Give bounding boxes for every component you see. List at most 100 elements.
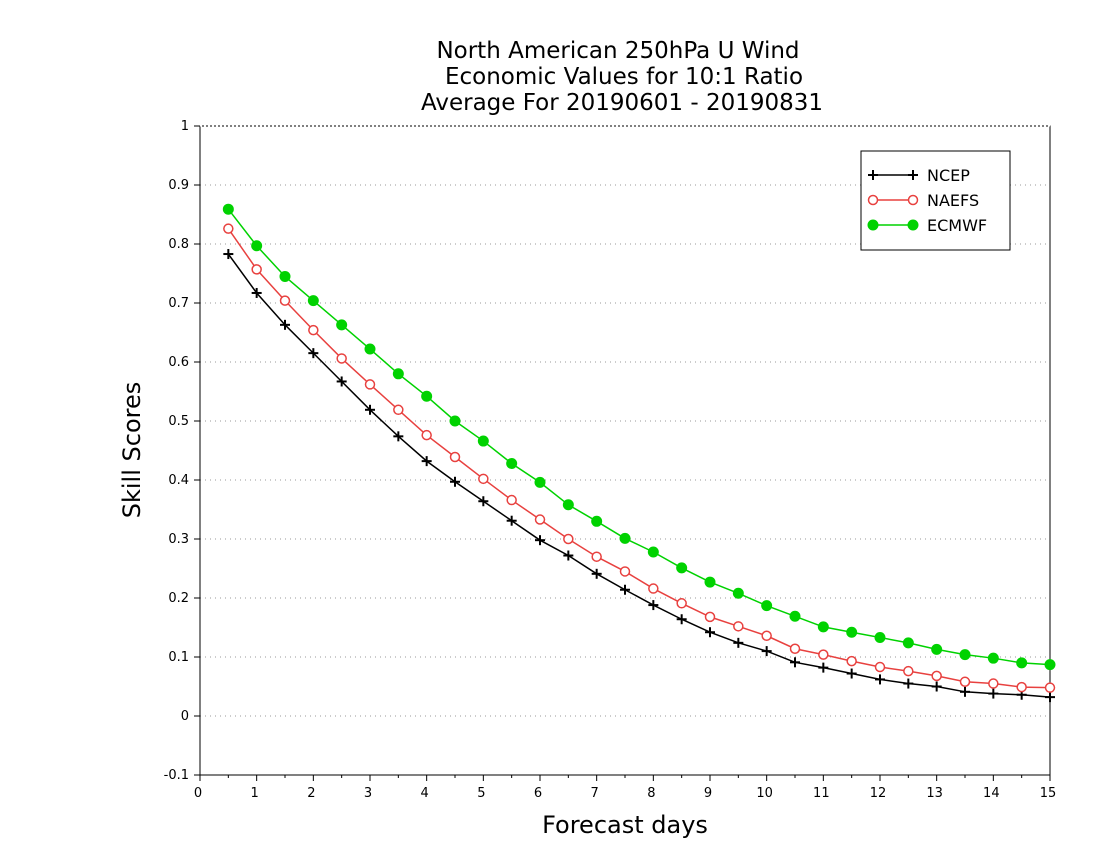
data-point-ecmwf [817,621,829,633]
legend-marker [867,219,879,231]
x-tick-label: 3 [364,786,372,801]
legend-entry-ecmwf: ECMWF [867,216,987,235]
data-point-ecmwf [336,319,348,331]
legend-label: NCEP [927,166,970,185]
data-point-ecmwf [789,610,801,622]
series-line-naefs [227,228,1051,689]
data-point-naefs [619,566,631,577]
data-point-naefs [506,494,517,506]
data-point-naefs [874,661,886,673]
x-tick-label: 2 [307,786,315,801]
data-point-naefs [364,379,376,390]
data-point-naefs [279,295,291,306]
y-tick-label: 0.6 [168,355,189,370]
data-point-ecmwf [761,600,773,612]
data-point-ncep [280,319,290,330]
legend-entry-naefs: NAEFS [867,191,979,210]
data-point-ncep [818,662,829,673]
data-point-naefs [761,630,772,642]
title-line-1: North American 250hPa U Wind [436,38,799,64]
data-point-naefs [251,264,262,275]
data-point-naefs [676,598,687,609]
data-point-naefs [648,583,659,594]
series-ecmwf [222,203,1056,671]
x-tick-label: 5 [477,786,485,801]
data-point-ecmwf [449,415,461,427]
data-point-ecmwf [959,649,971,661]
data-point-naefs [308,324,319,336]
data-point-naefs [223,223,234,234]
y-axis-title: Skill Scores [118,382,146,519]
data-point-ncep [393,431,404,442]
data-point-ncep [875,674,885,685]
y-tick-label: 0.3 [168,532,189,547]
series-naefs [223,223,1056,693]
data-point-ncep [790,657,800,668]
legend-marker [907,194,919,206]
data-point-naefs [1016,681,1027,693]
gridlines [200,184,1050,717]
data-point-ncep [846,668,857,679]
data-point-naefs [818,649,829,660]
x-tick-label: 12 [870,786,887,801]
data-point-ecmwf [676,562,688,574]
data-point-ncep [336,376,347,387]
data-point-ecmwf [874,632,886,644]
data-point-ncep [761,646,772,657]
data-point-ncep [620,584,630,595]
data-point-naefs [393,404,404,416]
y-tick-label: 0.7 [168,296,189,311]
legend-label: NAEFS [927,191,979,210]
y-tick-label: 0.1 [168,650,189,665]
data-point-naefs [449,451,461,463]
data-point-naefs [478,473,489,485]
y-tick-label: 1 [181,119,189,134]
x-tick-label: 13 [926,786,943,801]
y-tick-label: -0.1 [164,768,189,783]
legend-entry-ncep: NCEP [868,166,970,185]
x-tick-label: 4 [421,786,429,801]
data-point-ecmwf [251,240,263,252]
data-point-naefs [336,353,347,364]
x-axis-title: Forecast days [542,811,708,839]
data-point-ncep [308,348,319,359]
x-tick-label: 0 [194,786,202,801]
data-point-ncep [733,637,744,648]
y-tick-label: 0.4 [168,473,189,488]
data-point-ncep [535,535,545,546]
legend-label: ECMWF [927,216,987,235]
data-point-naefs [1044,682,1056,693]
data-point-naefs [591,551,602,562]
data-point-ncep [705,627,715,638]
data-point-ecmwf [392,368,404,380]
data-point-ncep [676,614,687,625]
data-point-ncep [506,515,517,526]
y-tick-label: 0.5 [168,414,189,429]
data-point-ecmwf [1044,659,1056,671]
data-point-naefs [789,643,801,654]
data-point-ecmwf [902,637,914,649]
data-point-naefs [421,429,432,441]
data-point-ncep [648,600,659,611]
data-point-ecmwf [307,295,319,307]
data-point-ncep [1045,692,1055,703]
data-point-ecmwf [534,476,546,488]
y-tick-label: 0 [181,709,189,724]
data-point-ncep [223,249,234,260]
chart-title: North American 250hPa U Wind Economic Va… [421,38,823,116]
data-point-ecmwf [591,515,603,527]
data-point-ecmwf [931,643,943,655]
data-point-ecmwf [704,576,716,588]
data-point-ncep [591,568,602,579]
data-point-ncep [931,681,942,692]
x-tick-label: 14 [983,786,1000,801]
data-point-naefs [563,533,574,545]
data-point-ncep [960,686,970,697]
x-tick-label: 7 [591,786,599,801]
title-line-2: Economic Values for 10:1 Ratio [445,64,803,90]
y-tick-label: 0.2 [168,591,189,606]
data-point-ecmwf [647,546,659,558]
x-tick-label: 9 [704,786,712,801]
data-point-ecmwf [222,203,234,215]
